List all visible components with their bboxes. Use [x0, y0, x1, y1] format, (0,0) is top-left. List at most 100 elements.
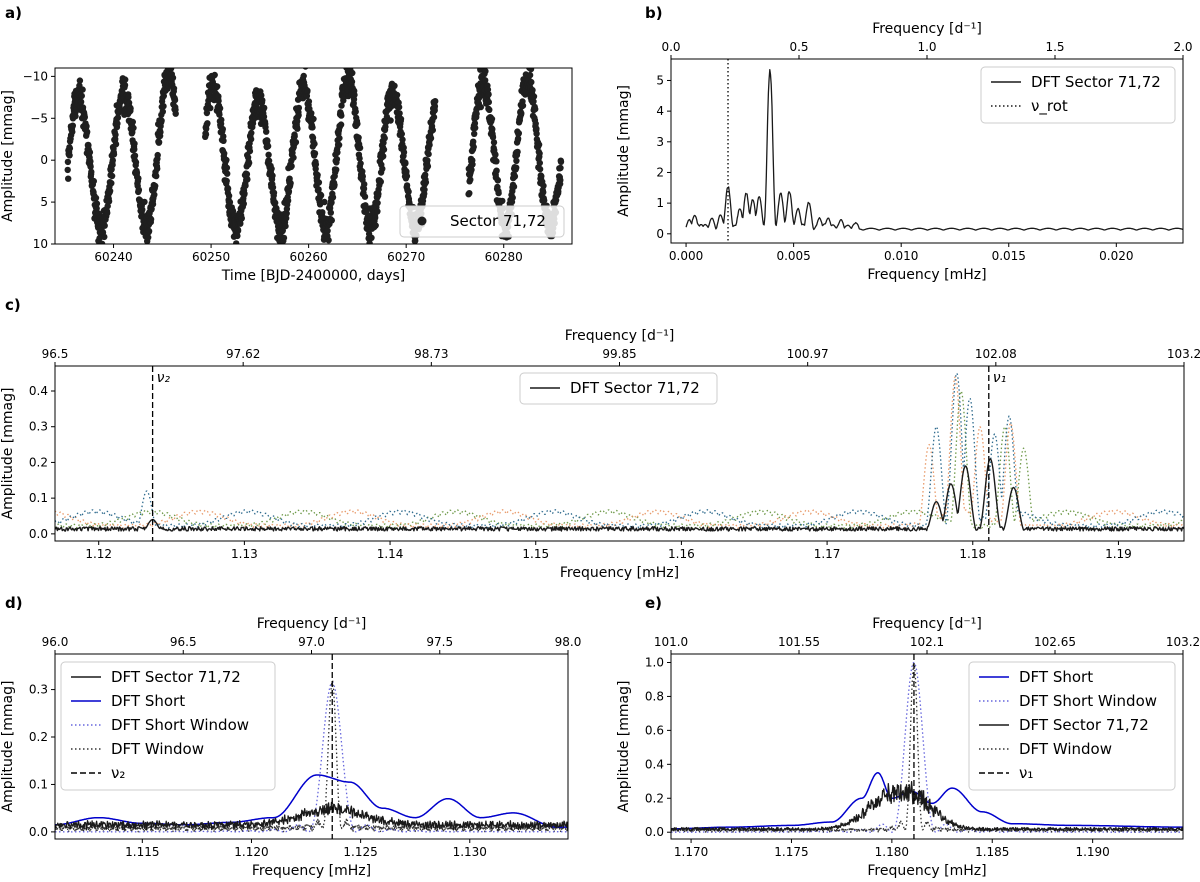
data-point — [387, 117, 394, 124]
data-point — [493, 158, 500, 165]
plot-area-e — [671, 661, 1183, 833]
panel-label: d) — [5, 594, 23, 612]
top-x-tick-label: 101.0 — [654, 635, 688, 649]
data-point — [422, 171, 429, 178]
data-point — [290, 154, 297, 161]
panel-c: 1.12 1.13 1.14 1.15 1.16 1.17 1.18 1.19 0.0 0.1 0.… — [0, 296, 1200, 581]
x-tick-label: 1.130 — [453, 845, 487, 859]
y-tick-label: 1.0 — [645, 655, 664, 669]
data-point — [337, 121, 345, 128]
data-point — [247, 136, 255, 143]
data-point — [488, 115, 496, 123]
legend-entry: DFT Short Window — [1019, 692, 1157, 710]
data-point — [372, 222, 379, 229]
x-axis-label: Time [BJD-2400000, days] — [221, 268, 406, 284]
data-point — [400, 149, 408, 156]
top-x-tick-label: 97.62 — [226, 347, 260, 361]
data-point — [76, 77, 84, 84]
light-curve-points — [64, 58, 565, 244]
y-axis-label: Amplitude [mmag] — [0, 388, 16, 520]
data-point — [238, 215, 245, 222]
top-x-tick-label: 2.0 — [1173, 40, 1192, 54]
plot-area-b — [685, 69, 1183, 231]
data-point — [292, 139, 300, 146]
data-point — [104, 202, 111, 210]
legend-entry: ν₁ — [1019, 764, 1033, 782]
legend-entry: DFT Window — [1019, 740, 1112, 758]
data-point — [215, 93, 222, 100]
data-point — [130, 124, 137, 132]
data-point — [79, 86, 86, 93]
data-point — [224, 170, 231, 177]
data-point — [112, 131, 119, 138]
data-point — [471, 130, 478, 137]
data-point — [171, 96, 179, 104]
data-point — [269, 172, 276, 179]
top-x-axis-label: Frequency [d⁻¹] — [257, 616, 367, 632]
data-point — [361, 193, 369, 200]
data-point — [395, 103, 403, 111]
dft-sector-line — [55, 801, 568, 831]
data-point — [405, 188, 412, 195]
data-point — [145, 227, 153, 235]
data-point — [172, 110, 179, 117]
data-point — [309, 124, 316, 131]
data-point — [334, 149, 341, 156]
data-point — [470, 143, 477, 151]
data-point — [536, 165, 544, 173]
data-point — [65, 175, 72, 182]
data-point — [66, 145, 74, 152]
data-point — [114, 114, 122, 121]
data-point — [356, 144, 364, 152]
data-point — [300, 72, 307, 80]
y-axis-label: Amplitude [mmag] — [0, 681, 16, 813]
data-point — [202, 131, 210, 138]
x-tick-label: 60280 — [485, 250, 523, 264]
data-point — [311, 150, 319, 157]
x-tick-label: 0.015 — [992, 249, 1026, 263]
panel-label: c) — [5, 296, 21, 314]
data-point — [132, 159, 140, 166]
top-x-tick-label: 0.5 — [789, 40, 808, 54]
legend-box — [519, 372, 718, 405]
data-point — [81, 114, 89, 121]
data-point — [540, 182, 547, 189]
data-point — [270, 189, 278, 196]
legend: DFT Sector 71,72 DFT Short DFT Short Windo… — [60, 661, 276, 791]
data-point — [211, 71, 218, 79]
plot-area-d — [55, 679, 568, 833]
data-point — [432, 98, 439, 105]
data-point — [225, 192, 233, 199]
x-tick-label: 0.010 — [884, 249, 918, 263]
data-point — [167, 58, 173, 64]
data-point — [133, 169, 141, 176]
y-tick-label: 10 — [33, 237, 48, 251]
data-point — [302, 68, 309, 70]
x-axis-label: Frequency [mHz] — [867, 267, 986, 283]
data-point — [88, 168, 95, 176]
legend-box — [968, 661, 1176, 791]
legend: Sector 71,72 — [399, 205, 565, 238]
data-point — [494, 177, 502, 184]
data-point — [530, 93, 538, 100]
data-point — [87, 158, 94, 165]
data-point — [352, 108, 359, 115]
top-x-axis-label: Frequency [d⁻¹] — [565, 328, 675, 344]
data-point — [424, 157, 431, 164]
data-point — [325, 237, 332, 244]
top-x-axis-label: Frequency [d⁻¹] — [872, 616, 982, 632]
data-point — [361, 181, 368, 188]
data-point — [398, 130, 405, 138]
data-point — [240, 200, 247, 207]
y-axis-label: Amplitude [mmag] — [616, 681, 632, 813]
y-tick-label: 0 — [656, 227, 664, 241]
data-point — [489, 126, 496, 133]
top-x-tick-label: 102.08 — [975, 347, 1017, 361]
dft-dotted-line — [55, 390, 1184, 529]
data-point — [105, 198, 113, 205]
data-point — [121, 81, 129, 89]
data-point — [535, 141, 543, 148]
data-point — [87, 163, 94, 170]
x-axis-label: Frequency [mHz] — [252, 863, 371, 878]
